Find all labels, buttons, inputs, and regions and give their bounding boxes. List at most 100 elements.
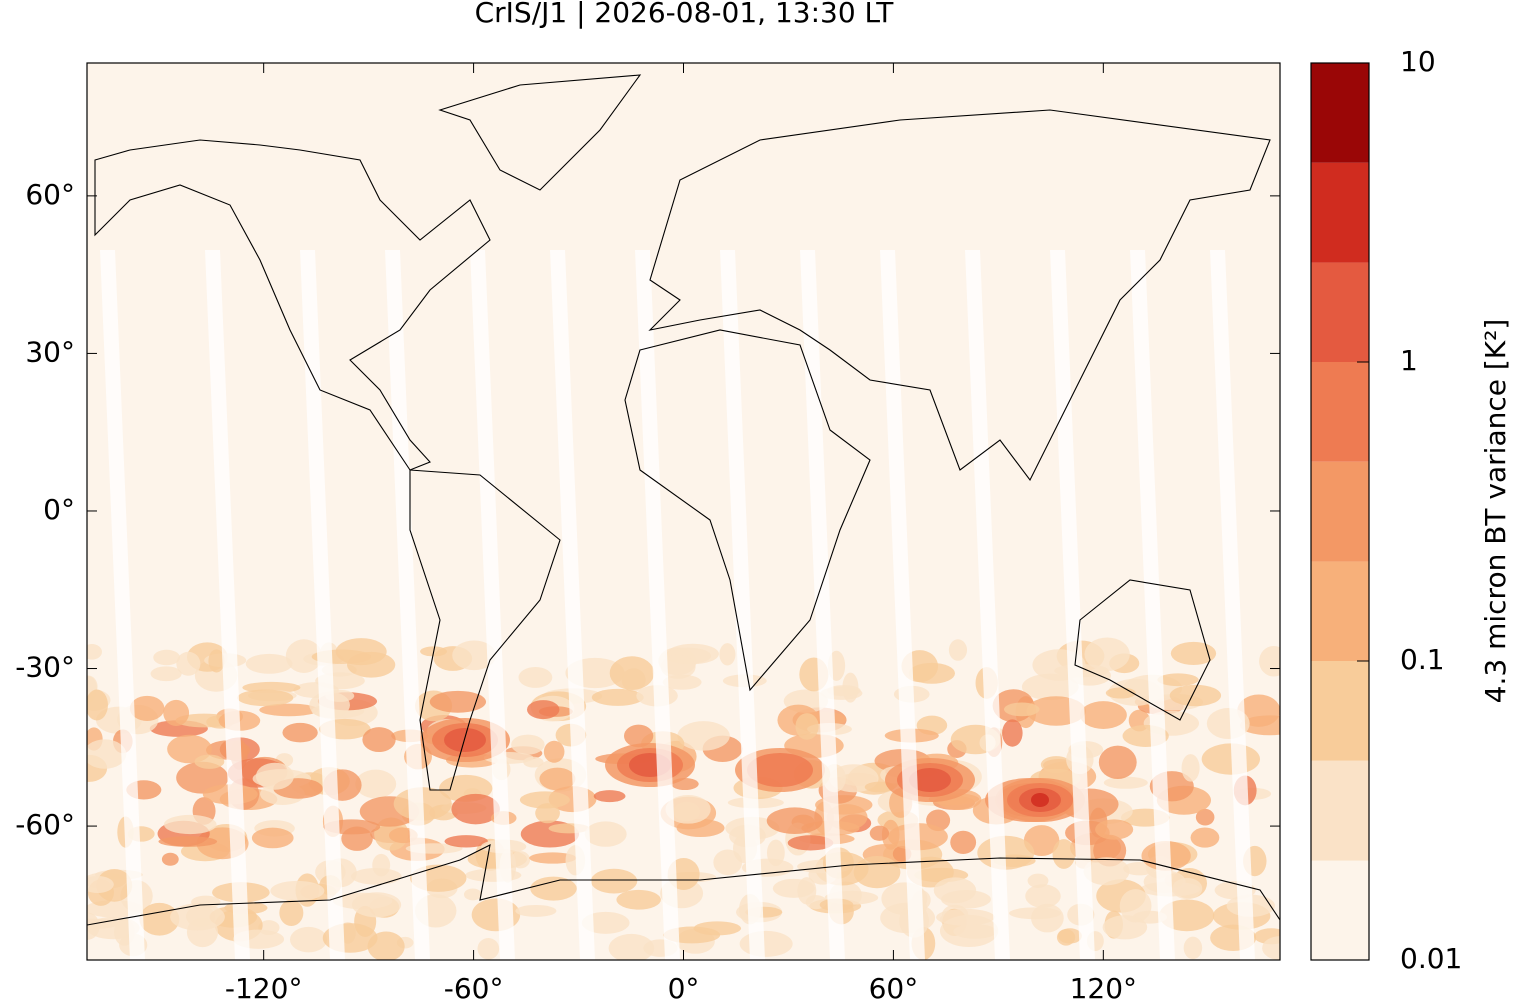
colorbar-band	[1311, 461, 1369, 562]
orbit-gap	[1050, 250, 1095, 960]
field-patch	[1169, 684, 1222, 707]
field-patch	[1083, 857, 1130, 886]
field-patch	[1027, 873, 1049, 888]
field-patch	[176, 761, 229, 794]
field-patch	[1170, 641, 1217, 665]
y-tick-label: -30°	[15, 651, 75, 684]
orbit-gap	[965, 250, 1010, 960]
field-patch	[429, 690, 487, 713]
field-patch	[518, 666, 553, 688]
coastline	[438, 74, 642, 191]
field-patch	[584, 821, 627, 847]
colorbar-tick-label: 0.01	[1400, 942, 1462, 975]
field-patch	[933, 877, 977, 904]
field-patch	[463, 888, 482, 901]
x-tick-label: -60°	[444, 972, 504, 1002]
field-patch	[87, 739, 127, 769]
orbit-gap	[635, 250, 680, 960]
field-patch	[477, 938, 500, 960]
field-patch	[713, 849, 743, 876]
field-patch	[948, 639, 968, 661]
orbit-gap	[300, 250, 345, 960]
field-patch	[664, 647, 712, 665]
field-patch	[511, 734, 545, 755]
field-patch	[766, 807, 823, 835]
field-patch	[1157, 673, 1199, 687]
field-patch	[950, 830, 977, 854]
field-patch	[1195, 808, 1215, 826]
colorbar-frame	[1310, 62, 1370, 961]
field-patch	[270, 880, 325, 901]
field-patch	[787, 835, 834, 851]
field-patch	[139, 902, 180, 936]
colorbar-label: 4.3 micron BT variance [K²]	[1479, 319, 1512, 704]
field-patch	[608, 933, 655, 960]
coastline	[94, 139, 491, 471]
field-patch	[1190, 827, 1220, 848]
orbit-gap	[880, 250, 925, 960]
coastline	[87, 844, 1280, 926]
x-tick-label: 0°	[668, 972, 700, 1002]
field-patch	[245, 653, 293, 674]
colorbar-band	[1311, 262, 1369, 362]
field-patch	[593, 790, 626, 803]
variance-field	[87, 63, 1280, 960]
field-patch	[853, 855, 901, 889]
orbit-gap	[385, 250, 430, 960]
field-patch	[772, 878, 815, 898]
field-patch	[591, 688, 644, 706]
field-patch	[529, 852, 577, 864]
field-patch	[1181, 754, 1200, 782]
colorbar-band	[1311, 860, 1369, 960]
field-patch	[282, 722, 318, 743]
colorbar-band	[1311, 760, 1369, 861]
colorbar-band	[1311, 63, 1369, 163]
field-core	[747, 753, 813, 787]
field-patch	[662, 674, 702, 690]
colorbar-band	[1311, 661, 1369, 761]
field-patch	[444, 835, 488, 848]
field-patch	[539, 767, 576, 791]
field-patch	[208, 649, 225, 673]
field-patch	[1183, 936, 1203, 960]
field-patch	[1031, 903, 1064, 933]
orbit-gap	[800, 250, 845, 960]
field-patch	[279, 899, 304, 926]
coastline	[409, 469, 561, 791]
x-tick-label: 120°	[1070, 972, 1137, 1002]
field-patch	[609, 656, 655, 690]
field-patch	[515, 904, 557, 917]
orbit-gap	[205, 250, 250, 960]
field-patch	[285, 639, 323, 673]
coastline	[624, 329, 871, 692]
y-tick-label: 60°	[25, 178, 75, 211]
field-patch	[1172, 877, 1203, 900]
field-patch	[362, 727, 396, 753]
field-patch	[543, 740, 565, 763]
field-patch	[581, 911, 630, 934]
colorbar-tick-label: 10	[1400, 45, 1436, 78]
field-core	[1031, 793, 1049, 807]
y-tick-label: 0°	[43, 493, 75, 526]
colorbar-tick-label: 1	[1400, 344, 1418, 377]
colorbar-band	[1311, 362, 1369, 462]
field-patch	[170, 903, 225, 931]
field-patch	[153, 649, 181, 666]
field-patch	[87, 689, 108, 721]
field-patch	[665, 794, 711, 824]
coastlines	[87, 74, 1280, 926]
field-patch	[1084, 637, 1130, 672]
field-patch	[87, 644, 102, 660]
field-patch	[519, 791, 570, 809]
field-patch	[194, 754, 225, 769]
y-tick-label: 30°	[25, 335, 75, 368]
chart-title: CrIS/J1 | 2026-08-01, 13:30 LT	[475, 0, 895, 29]
field-patch	[826, 685, 861, 697]
field-patch	[1259, 645, 1280, 677]
colorbar-tick-label: 0.1	[1400, 643, 1445, 676]
field-patch	[87, 876, 114, 894]
field-patch	[1201, 743, 1261, 775]
field-patch	[161, 852, 179, 866]
